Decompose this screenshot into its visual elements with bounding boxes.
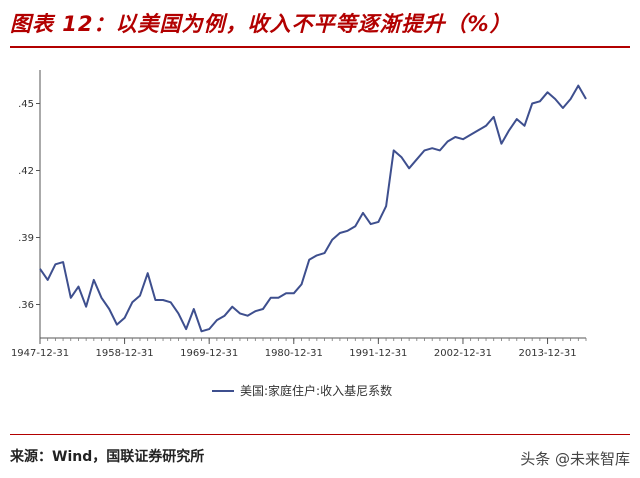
x-tick-label: 2013-12-31 [518,348,576,359]
y-tick-label: .39 [18,233,34,244]
footer-divider [10,434,630,435]
watermark-text: 头条 @未来智库 [520,450,630,468]
chart-title: 图表 12：以美国为例，收入不平等逐渐提升（%） [10,12,512,36]
x-tick-label: 2002-12-31 [434,348,492,359]
x-tick-label: 1991-12-31 [349,348,407,359]
legend-label: 美国:家庭住户:收入基尼系数 [240,384,393,398]
x-tick-label: 1947-12-31 [11,348,69,359]
series-line-gini [39,84,587,333]
x-tick-label: 1969-12-31 [180,348,238,359]
y-tick-label: .42 [18,166,34,177]
source-note: 来源：Wind，国联证券研究所 [10,449,205,465]
y-tick-label: .36 [18,300,34,311]
gini-line-chart: .36 .39 .42 .45 1947-12-31 1958-12-31 1969-12-… [11,70,587,359]
x-tick-label: 1958-12-31 [96,348,154,359]
y-tick-label: .45 [18,99,34,110]
title-divider [10,46,630,48]
x-tick-label: 1980-12-31 [265,348,323,359]
chart-legend: 美国:家庭住户:收入基尼系数 [212,382,392,399]
legend-line-swatch [212,389,234,392]
